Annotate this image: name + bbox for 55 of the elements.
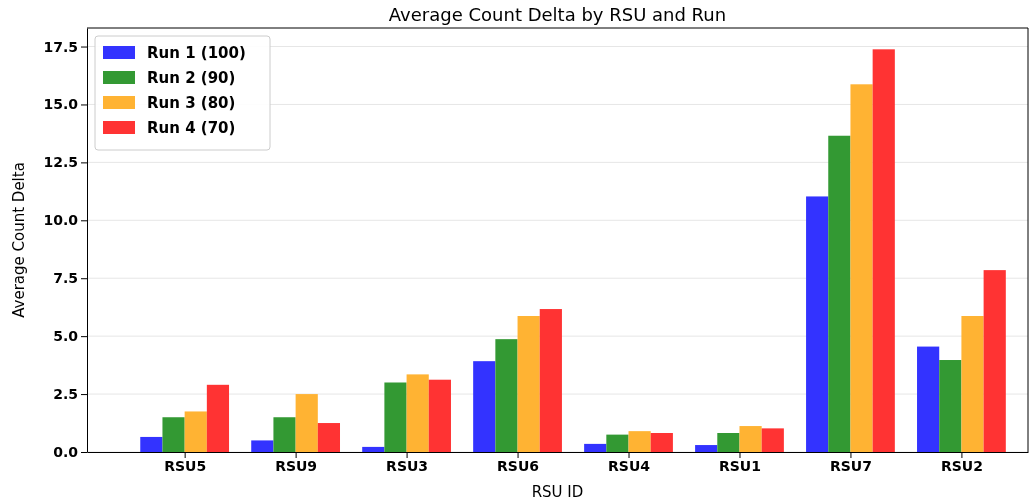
- bar: [739, 426, 762, 452]
- x-tick-label: RSU7: [829, 457, 872, 474]
- bar: [917, 346, 940, 452]
- bar: [495, 339, 518, 452]
- y-tick-label: 0.0: [53, 443, 79, 460]
- bar: [606, 434, 629, 452]
- bar: [828, 135, 851, 452]
- bar: [872, 49, 895, 452]
- bar: [695, 445, 718, 452]
- bar: [850, 84, 873, 452]
- bar: [184, 411, 207, 452]
- bar: [140, 436, 163, 452]
- y-tick-label: 17.5: [43, 38, 78, 55]
- x-tick-label: RSU6: [497, 457, 540, 474]
- bar: [206, 384, 230, 452]
- bar: [939, 360, 962, 452]
- y-tick-label: 10.0: [43, 212, 79, 229]
- x-tick-label: RSU9: [275, 457, 318, 474]
- bar: [273, 417, 296, 452]
- x-tick-label: RSU2: [940, 457, 983, 474]
- bar: [406, 374, 429, 452]
- bar: [961, 316, 984, 452]
- x-tick-label: RSU3: [386, 457, 429, 474]
- bar: [428, 379, 451, 452]
- bar: [384, 382, 407, 452]
- bar: [517, 316, 540, 452]
- legend-label: Run 3 (80): [147, 94, 236, 112]
- x-tick-label: RSU4: [608, 457, 651, 474]
- y-tick-label: 2.5: [53, 386, 78, 403]
- bar: [650, 433, 673, 452]
- bar: [761, 428, 784, 452]
- y-tick-label: 5.0: [53, 328, 79, 345]
- bar: [295, 394, 318, 452]
- bar: [362, 446, 385, 452]
- bar: [717, 433, 740, 452]
- y-axis-title: Average Count Delta: [10, 162, 28, 318]
- bar: [317, 423, 340, 452]
- bar: [251, 440, 274, 452]
- bar: [806, 196, 829, 452]
- x-tick-label: RSU5: [164, 457, 207, 474]
- y-tick-label: 7.5: [53, 270, 78, 287]
- x-tick-label: RSU1: [718, 457, 761, 474]
- bar: [983, 270, 1006, 452]
- y-tick-label: 12.5: [43, 154, 78, 171]
- legend-label: Run 1 (100): [147, 44, 246, 62]
- y-tick-label: 15.0: [43, 96, 79, 113]
- bar: [162, 417, 185, 452]
- bar: [473, 361, 496, 452]
- chart-title: Average Count Delta by RSU and Run: [388, 4, 727, 25]
- x-axis-title: RSU ID: [531, 483, 584, 501]
- legend-label: Run 4 (70): [147, 119, 236, 137]
- bar: [584, 443, 607, 452]
- legend-label: Run 2 (90): [147, 69, 236, 87]
- bar: [628, 431, 651, 452]
- bar: [539, 309, 562, 452]
